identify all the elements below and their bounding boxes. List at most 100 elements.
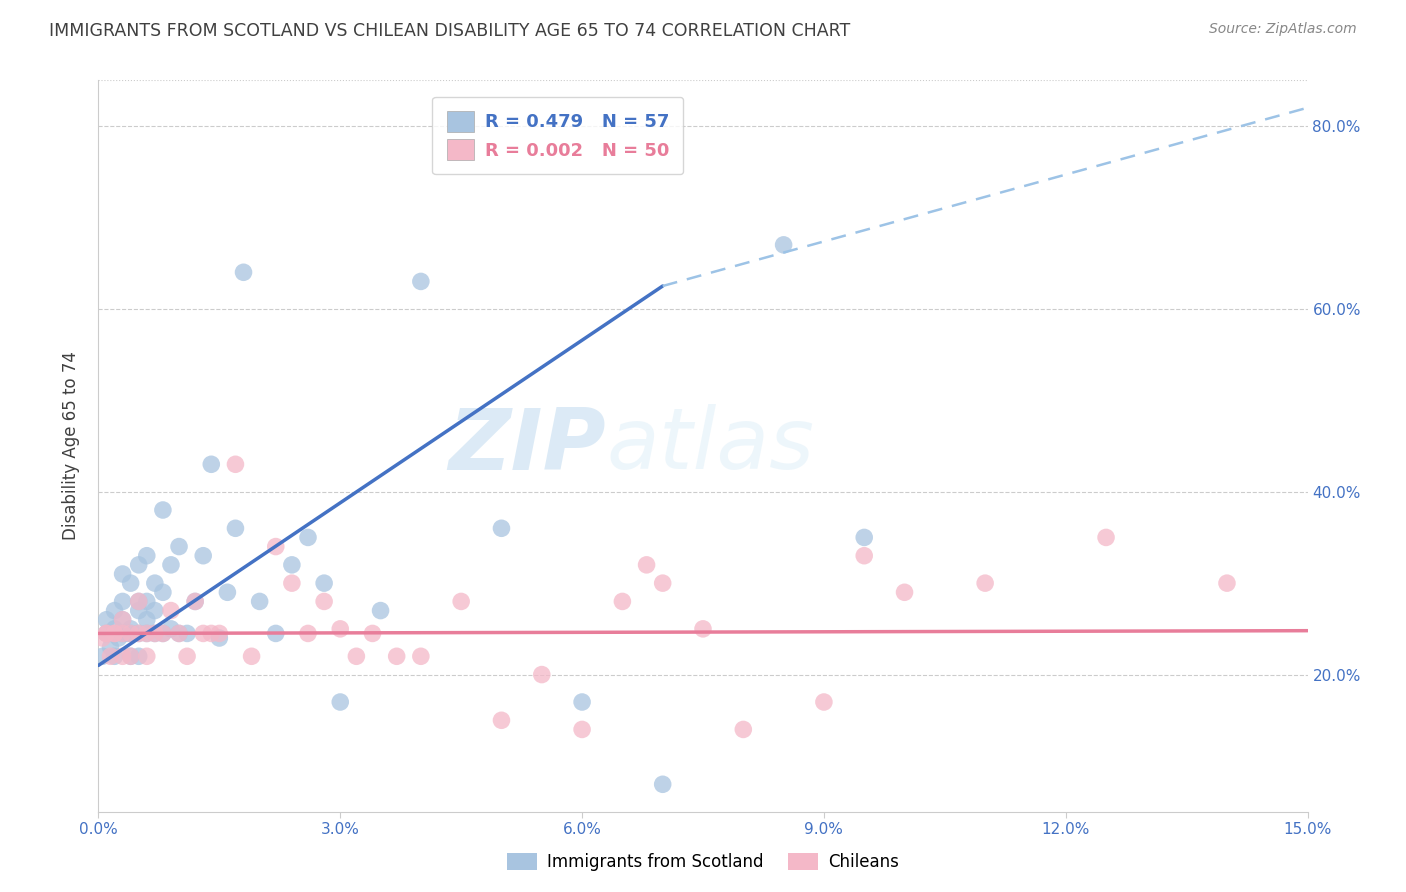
Point bbox=[612, 594, 634, 608]
Point bbox=[893, 585, 915, 599]
Point bbox=[491, 521, 513, 535]
Point bbox=[167, 626, 190, 640]
Point bbox=[217, 585, 239, 599]
Text: IMMIGRANTS FROM SCOTLAND VS CHILEAN DISABILITY AGE 65 TO 74 CORRELATION CHART: IMMIGRANTS FROM SCOTLAND VS CHILEAN DISA… bbox=[49, 22, 851, 40]
Point bbox=[491, 714, 513, 728]
Point bbox=[96, 626, 118, 640]
Point bbox=[107, 631, 129, 645]
Point bbox=[651, 777, 673, 791]
Point bbox=[111, 567, 134, 582]
Point bbox=[853, 549, 876, 563]
Point bbox=[160, 603, 183, 617]
Point bbox=[152, 585, 174, 599]
Point bbox=[111, 613, 134, 627]
Point bbox=[200, 458, 222, 472]
Text: ZIP: ZIP bbox=[449, 404, 606, 488]
Point bbox=[1095, 530, 1118, 544]
Point bbox=[651, 576, 673, 591]
Point bbox=[329, 695, 352, 709]
Point bbox=[329, 622, 352, 636]
Point bbox=[208, 631, 231, 645]
Point bbox=[152, 503, 174, 517]
Point bbox=[96, 626, 118, 640]
Point bbox=[193, 549, 215, 563]
Point bbox=[128, 594, 150, 608]
Point bbox=[120, 649, 142, 664]
Point bbox=[128, 603, 150, 617]
Point bbox=[91, 631, 114, 645]
Point bbox=[143, 576, 166, 591]
Point bbox=[344, 649, 367, 664]
Point bbox=[111, 626, 134, 640]
Point bbox=[264, 626, 287, 640]
Point bbox=[103, 649, 125, 664]
Point bbox=[143, 626, 166, 640]
Point bbox=[128, 649, 150, 664]
Point bbox=[281, 576, 304, 591]
Point bbox=[571, 695, 593, 709]
Point bbox=[103, 626, 125, 640]
Point bbox=[160, 558, 183, 572]
Text: Source: ZipAtlas.com: Source: ZipAtlas.com bbox=[1209, 22, 1357, 37]
Point bbox=[974, 576, 997, 591]
Point bbox=[135, 626, 157, 640]
Point bbox=[111, 649, 134, 664]
Y-axis label: Disability Age 65 to 74: Disability Age 65 to 74 bbox=[62, 351, 80, 541]
Point bbox=[100, 649, 122, 664]
Point bbox=[120, 626, 142, 640]
Point bbox=[135, 594, 157, 608]
Point bbox=[135, 649, 157, 664]
Point bbox=[409, 649, 432, 664]
Point bbox=[120, 626, 142, 640]
Point bbox=[100, 640, 122, 655]
Point bbox=[152, 626, 174, 640]
Point bbox=[853, 530, 876, 544]
Point bbox=[193, 626, 215, 640]
Point bbox=[115, 626, 138, 640]
Point bbox=[224, 458, 246, 472]
Point bbox=[96, 613, 118, 627]
Point bbox=[120, 649, 142, 664]
Point bbox=[128, 594, 150, 608]
Point bbox=[1216, 576, 1239, 591]
Point bbox=[176, 649, 198, 664]
Point bbox=[176, 626, 198, 640]
Point bbox=[450, 594, 472, 608]
Point bbox=[281, 558, 304, 572]
Point bbox=[297, 626, 319, 640]
Point bbox=[152, 626, 174, 640]
Point bbox=[135, 613, 157, 627]
Point bbox=[224, 521, 246, 535]
Point bbox=[160, 622, 183, 636]
Point bbox=[264, 540, 287, 554]
Point bbox=[571, 723, 593, 737]
Point bbox=[111, 626, 134, 640]
Point bbox=[96, 626, 118, 640]
Point bbox=[135, 626, 157, 640]
Point bbox=[184, 594, 207, 608]
Point bbox=[167, 540, 190, 554]
Point bbox=[249, 594, 271, 608]
Point bbox=[409, 275, 432, 289]
Point bbox=[103, 603, 125, 617]
Point bbox=[128, 558, 150, 572]
Point bbox=[111, 594, 134, 608]
Point bbox=[813, 695, 835, 709]
Point bbox=[200, 626, 222, 640]
Point bbox=[128, 626, 150, 640]
Point bbox=[772, 237, 794, 252]
Point bbox=[184, 594, 207, 608]
Point bbox=[692, 622, 714, 636]
Point bbox=[385, 649, 408, 664]
Legend: R = 0.479   N = 57, R = 0.002   N = 50: R = 0.479 N = 57, R = 0.002 N = 50 bbox=[432, 96, 683, 175]
Point bbox=[128, 626, 150, 640]
Point bbox=[120, 576, 142, 591]
Point bbox=[135, 549, 157, 563]
Point bbox=[143, 626, 166, 640]
Point bbox=[314, 594, 336, 608]
Point bbox=[120, 622, 142, 636]
Point bbox=[91, 649, 114, 664]
Point bbox=[143, 603, 166, 617]
Point bbox=[314, 576, 336, 591]
Point bbox=[167, 626, 190, 640]
